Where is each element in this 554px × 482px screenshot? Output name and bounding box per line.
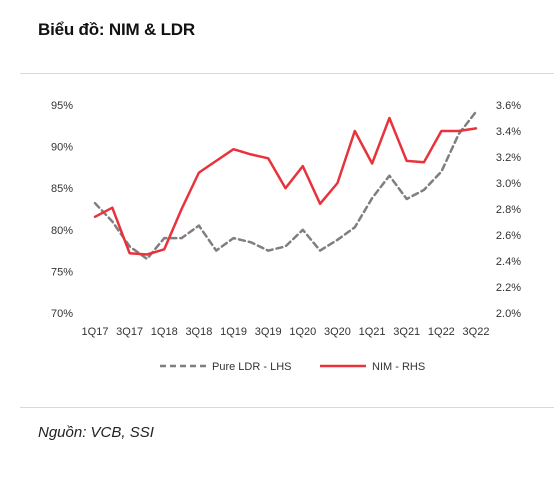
left-tick-label: 90% xyxy=(51,142,73,154)
left-tick-label: 75% xyxy=(51,266,73,278)
series-lines xyxy=(93,110,478,261)
x-tick-label: 1Q18 xyxy=(151,326,178,338)
nim-ldr-chart: 70% 75% 80% 85% 90% 95% 2.0% 2.2% 2.4% 2.6% 2.8% 3… xyxy=(51,100,521,373)
bottom-divider xyxy=(20,407,554,408)
right-tick-label: 2.0% xyxy=(496,308,521,320)
left-tick-label: 70% xyxy=(51,308,73,320)
right-tick-label: 3.4% xyxy=(496,126,521,138)
right-tick-label: 3.0% xyxy=(496,178,521,190)
source-note: Nguồn: VCB, SSI xyxy=(38,424,154,441)
left-tick-label: 80% xyxy=(51,225,73,237)
x-tick-label: 3Q20 xyxy=(324,326,351,338)
legend-label-nim: NIM - RHS xyxy=(372,361,425,373)
x-tick-label: 3Q19 xyxy=(255,326,282,338)
x-tick-label: 3Q18 xyxy=(185,326,212,338)
right-tick-label: 2.6% xyxy=(496,230,521,242)
x-axis-ticks: 1Q17 3Q17 1Q18 3Q18 1Q19 3Q19 1Q20 3Q20 1Q21 3Q21… xyxy=(82,326,490,338)
x-tick-label: 1Q22 xyxy=(428,326,455,338)
x-tick-label: 1Q21 xyxy=(359,326,386,338)
x-tick-label: 3Q22 xyxy=(463,326,490,338)
x-tick-label: 3Q21 xyxy=(393,326,420,338)
chart-title: Biểu đồ: NIM & LDR xyxy=(38,20,195,39)
right-tick-label: 2.4% xyxy=(496,256,521,268)
right-tick-label: 3.6% xyxy=(496,100,521,112)
right-axis-ticks: 2.0% 2.2% 2.4% 2.6% 2.8% 3.0% 3.2% 3.4% 3.6% xyxy=(496,100,521,320)
x-tick-label: 3Q17 xyxy=(116,326,143,338)
right-tick-label: 2.2% xyxy=(496,282,521,294)
right-tick-label: 3.2% xyxy=(496,152,521,164)
legend-label-ldr: Pure LDR - LHS xyxy=(212,361,291,373)
left-tick-label: 95% xyxy=(51,100,73,112)
top-divider xyxy=(20,73,554,74)
x-tick-label: 1Q17 xyxy=(82,326,109,338)
right-tick-label: 2.8% xyxy=(496,204,521,216)
legend: Pure LDR - LHS NIM - RHS xyxy=(160,361,425,373)
x-tick-label: 1Q19 xyxy=(220,326,247,338)
series-line-ldr xyxy=(93,110,478,261)
series-line-nim xyxy=(93,116,478,256)
x-tick-label: 1Q20 xyxy=(289,326,316,338)
left-axis-ticks: 70% 75% 80% 85% 90% 95% xyxy=(51,100,73,320)
left-tick-label: 85% xyxy=(51,183,73,195)
